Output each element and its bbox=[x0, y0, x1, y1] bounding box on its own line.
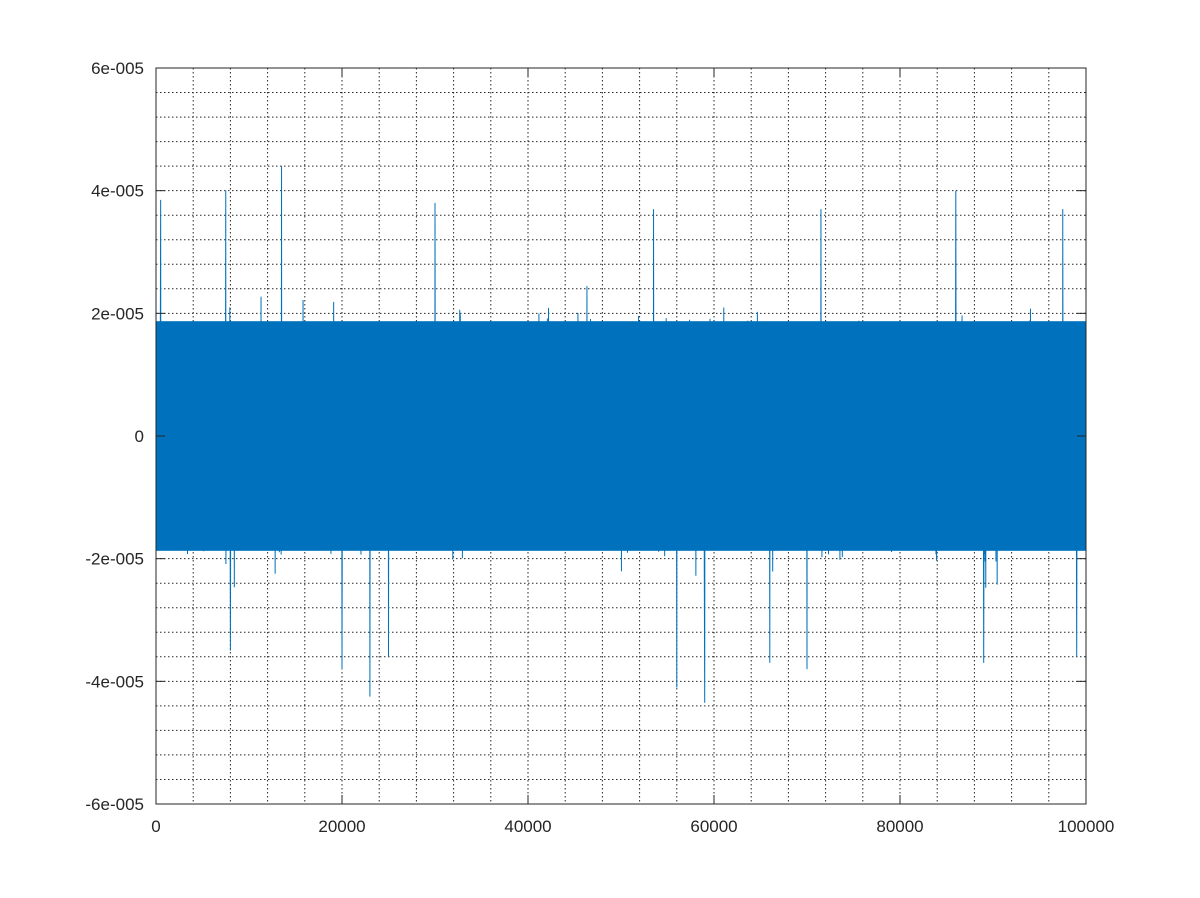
ticks bbox=[155, 67, 1087, 805]
y-tick-label: 0 bbox=[135, 427, 144, 446]
y-tick-label: -6e-005 bbox=[85, 795, 144, 814]
y-tick-label: 4e-005 bbox=[91, 182, 144, 201]
x-tick-label: 80000 bbox=[876, 817, 923, 836]
y-tick-label: 2e-005 bbox=[91, 304, 144, 323]
x-tick-label: 20000 bbox=[318, 817, 365, 836]
series-0 bbox=[155, 166, 1087, 703]
x-tick-label: 40000 bbox=[504, 817, 551, 836]
y-tick-label: 6e-005 bbox=[91, 59, 144, 78]
x-tick-label: 60000 bbox=[690, 817, 737, 836]
tick-labels: 0 20000 40000 60000 80000 100000 -6e-005 -4e-00… bbox=[85, 59, 1114, 836]
series-core-band bbox=[156, 321, 1086, 551]
x-tick-label: 0 bbox=[151, 817, 160, 836]
y-tick-label: -2e-005 bbox=[85, 550, 144, 569]
x-tick-label: 100000 bbox=[1058, 817, 1115, 836]
y-tick-label: -4e-005 bbox=[85, 672, 144, 691]
